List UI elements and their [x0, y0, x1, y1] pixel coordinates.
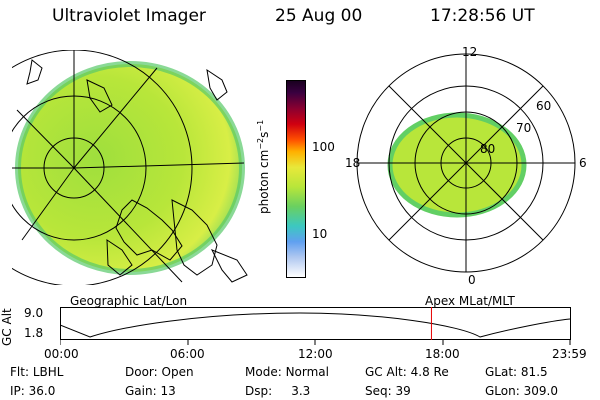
x-tick-1800: 18:00: [425, 347, 460, 361]
polar-grid: [356, 53, 576, 273]
status-seq: Seq: 39: [365, 384, 411, 398]
status-gain: Gain: 13: [125, 384, 176, 398]
mlat-60-label: 60: [536, 99, 551, 113]
geographic-image: [12, 50, 248, 285]
status-dsp: Dsp: 3.3: [245, 384, 311, 398]
geographic-grid: [12, 50, 245, 285]
timeline-plot: [60, 307, 571, 345]
apex-label: Apex MLat/MLT: [425, 294, 515, 308]
colorbar: [286, 80, 306, 278]
status-mode: Mode: Normal: [245, 365, 329, 379]
mlat-70-label: 70: [516, 121, 531, 135]
status-door: Door: Open: [125, 365, 194, 379]
mlt-12-label: 12: [462, 45, 477, 59]
colorbar-unit-label: photon cm−2s−1: [256, 119, 271, 214]
header-date: 25 Aug 00: [275, 6, 363, 26]
y-tick-9: 9.0: [24, 306, 44, 320]
status-glon: GLon: 309.0: [485, 384, 558, 398]
status-gc-alt: GC Alt: 4.8 Re: [365, 365, 449, 379]
x-tick-2359: 23:59: [552, 347, 587, 361]
geographic-label: Geographic Lat/Lon: [70, 294, 188, 308]
colorbar-tick-100: 100: [312, 140, 335, 154]
x-tick-1200: 12:00: [298, 347, 333, 361]
mlt-0-label: 0: [468, 273, 476, 287]
header-title: Ultraviolet Imager: [52, 6, 206, 26]
colorbar-tick-10: 10: [312, 227, 328, 241]
mlt-18-label: 18: [345, 156, 360, 170]
coastline-outline: [26, 59, 248, 283]
gc-altitude-curve: [60, 312, 571, 338]
polar-plot: 12 18 6 0 60 70 80: [345, 45, 587, 287]
auroral-oval: [387, 112, 527, 218]
x-tick-0600: 06:00: [170, 347, 205, 361]
status-flt: Flt: LBHL: [10, 365, 64, 379]
y-tick-1-8: 1.8: [24, 326, 44, 340]
timeline-frame: [60, 307, 571, 340]
status-glat: GLat: 81.5: [485, 365, 548, 379]
mlt-6-label: 6: [579, 156, 587, 170]
status-ip: IP: 36.0: [10, 384, 56, 398]
x-tick-0000: 00:00: [44, 347, 79, 361]
timeline-axis-title: GC Alt: [0, 308, 14, 346]
header-time: 17:28:56 UT: [430, 6, 535, 26]
mlat-80-label: 80: [480, 142, 495, 156]
